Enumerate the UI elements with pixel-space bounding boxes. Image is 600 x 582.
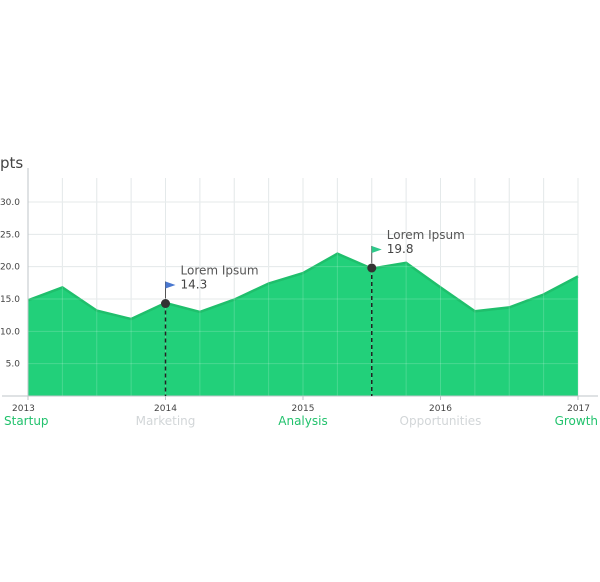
axes [2,168,598,397]
flag-icon [165,281,176,289]
phase-label: Marketing [136,414,196,428]
flag-icon [371,245,382,253]
x-tick-label: 2013 [12,404,35,414]
annotation-marker [161,299,170,309]
y-axis-unit-label: pts [0,154,23,172]
x-tick-label: 2016 [429,404,452,414]
annotation-value: 19.8 [387,242,414,256]
phase-label: Analysis [278,414,327,428]
y-tick-label: 5.0 [6,360,21,370]
y-tick-label: 15.0 [0,295,20,305]
phase-label: Opportunities [400,414,482,428]
y-tick-label: 10.0 [0,327,20,337]
annotation-label: Lorem Ipsum [181,264,259,278]
annotation-value: 14.3 [181,278,208,292]
x-tick-label: 2015 [292,404,315,414]
annotation-marker [367,263,377,273]
area-series-line [27,252,579,321]
y-tick-label: 25.0 [0,230,20,240]
phase-label: Startup [4,414,49,428]
annotation-label: Lorem Ipsum [387,228,465,242]
x-tick-label: 2017 [567,404,590,414]
y-tick-label: 20.0 [0,263,20,273]
grid-overlay [27,178,579,396]
y-tick-label: 30.0 [0,198,20,208]
y-axis-ticks: 5.0 10.0 15.0 20.0 25.0 30.0 [0,198,20,370]
phase-label: Growth [555,414,598,428]
x-tick-label: 2014 [154,404,177,414]
